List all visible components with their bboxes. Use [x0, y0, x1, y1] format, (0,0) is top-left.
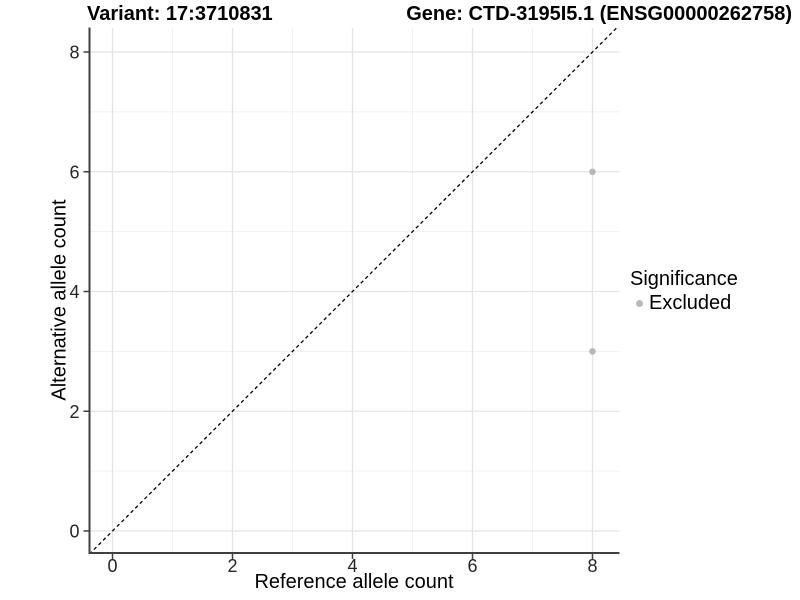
y-axis-tick-label: 4	[69, 282, 79, 302]
x-axis-tick-label: 4	[347, 556, 357, 576]
x-axis-tick-label: 0	[107, 556, 117, 576]
legend: Significance Excluded	[630, 268, 738, 315]
gene-title: Gene: CTD-3195I5.1 (ENSG00000262758)	[406, 3, 792, 25]
y-axis-tick-label: 2	[69, 402, 79, 422]
plot-panel: 0 2 4 6 8 0 2 4 6 8	[69, 27, 620, 576]
variant-title: Variant: 17:3710831	[87, 3, 273, 25]
y-axis-title: Alternative allele count	[48, 199, 71, 401]
data-point	[589, 168, 596, 176]
x-axis-tick-label: 2	[227, 556, 237, 576]
data-point	[589, 348, 596, 355]
x-axis-tick-label: 8	[587, 556, 597, 576]
legend-item-label: Excluded	[649, 292, 732, 314]
x-axis-title: Reference allele count	[254, 571, 454, 593]
y-axis-tick-label: 6	[69, 162, 79, 182]
legend-item-excluded: Excluded	[636, 292, 738, 315]
y-axis-tick-label: 0	[69, 522, 79, 542]
x-axis-tick-label: 6	[467, 556, 477, 576]
legend-title: Significance	[630, 268, 738, 290]
identity-line	[89, 28, 618, 553]
legend-point-icon	[636, 300, 643, 307]
y-axis-tick-label: 8	[69, 43, 79, 63]
